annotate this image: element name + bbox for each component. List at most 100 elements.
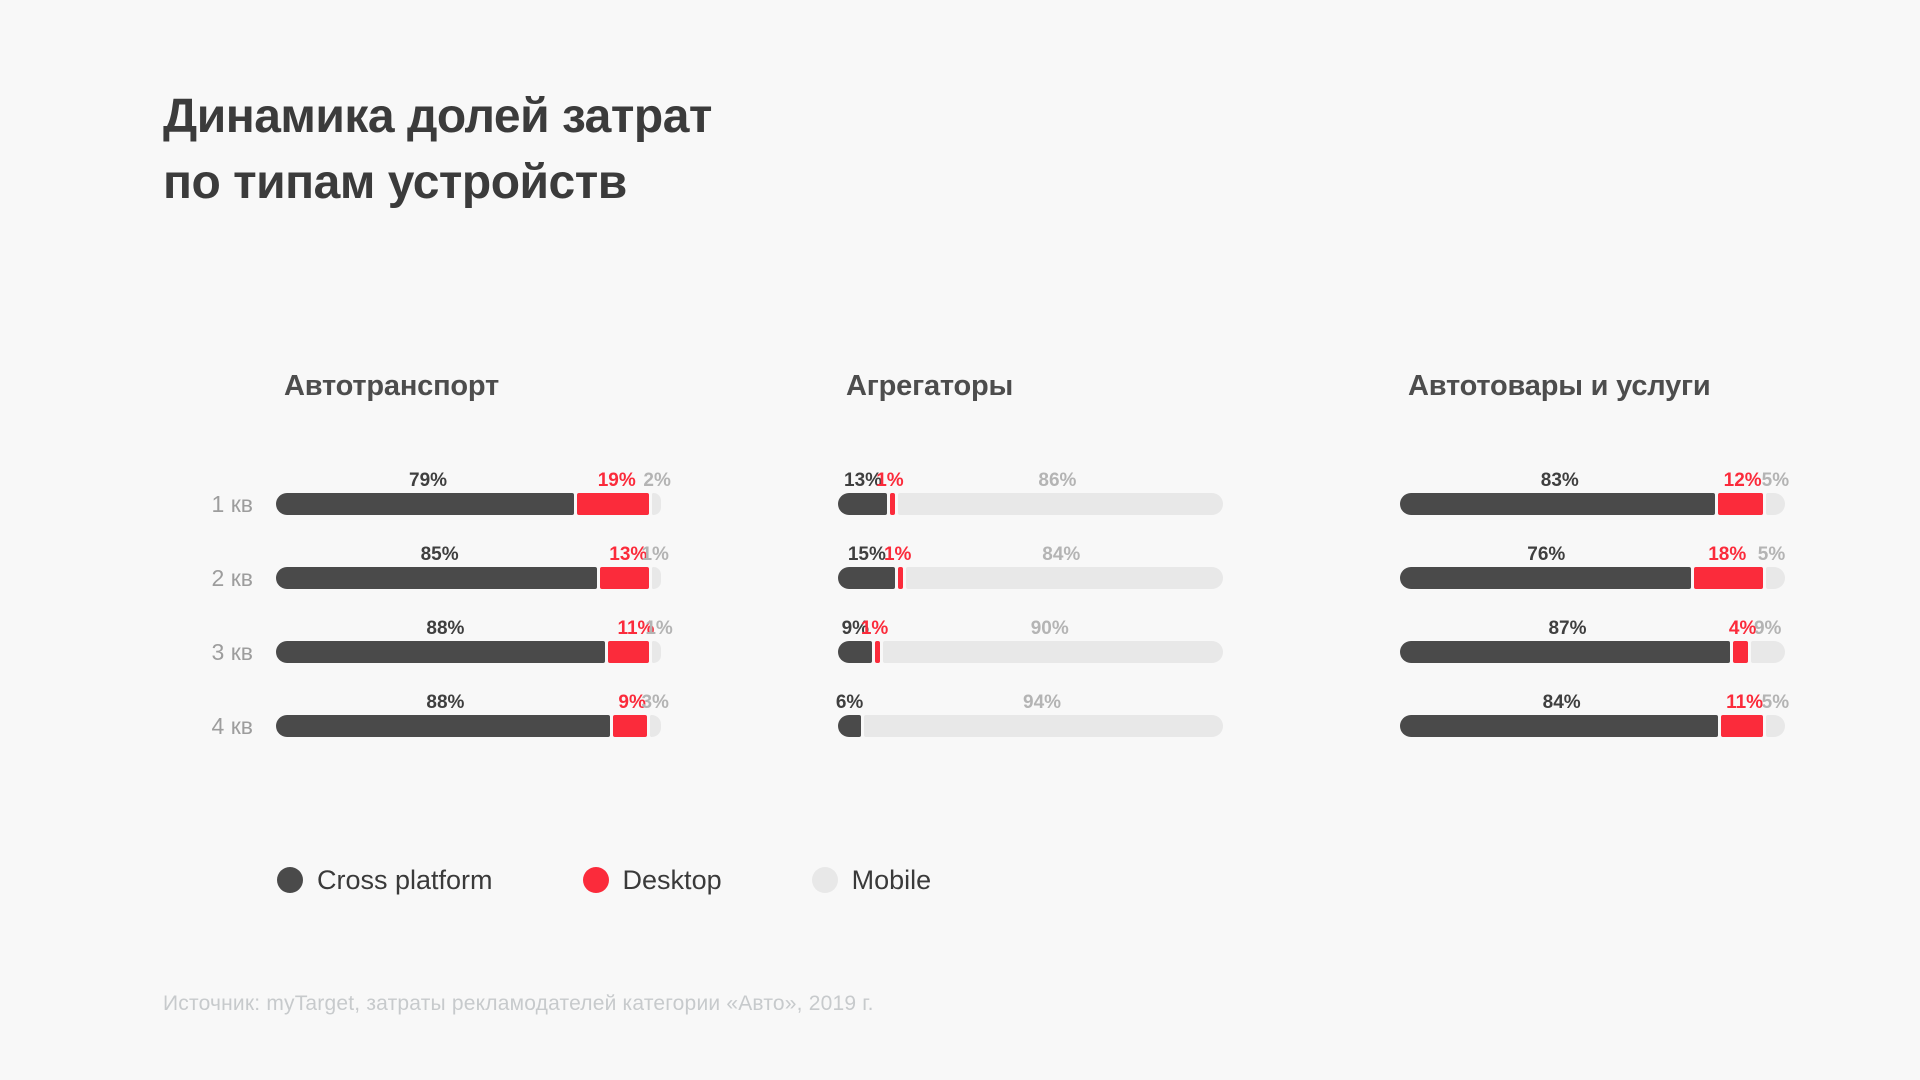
bar-segment-cross	[1400, 641, 1730, 663]
stacked-bar-track	[1400, 493, 1785, 515]
bar-row: 6% 94%	[835, 691, 1223, 737]
legend-item-desktop: Desktop	[582, 865, 722, 895]
value-label-desktop: 13%	[609, 544, 648, 565]
bar-segment-cross	[1400, 715, 1719, 737]
bar-segment-mobile	[1766, 493, 1785, 515]
bar-value-labels: 85% 13% 1%	[276, 543, 669, 567]
bar-segment-cross	[838, 493, 888, 515]
bar-segment-mobile	[883, 641, 1223, 663]
value-label-desktop: 9%	[618, 692, 646, 713]
legend-label: Desktop	[622, 865, 722, 895]
value-label-cross: 87%	[1548, 618, 1587, 639]
value-label-cross: 88%	[426, 618, 465, 639]
value-label-desktop: 19%	[597, 470, 636, 491]
bar-row: 83% 12% 5%	[1400, 469, 1789, 515]
value-label-mobile: 94%	[1023, 692, 1062, 713]
value-label-cross: 85%	[420, 544, 459, 565]
value-label-mobile: 3%	[641, 692, 669, 713]
value-label-mobile: 5%	[1757, 544, 1786, 565]
bar-segment-mobile	[652, 493, 661, 515]
value-label-mobile: 1%	[645, 618, 673, 639]
bar-value-labels: 87% 4% 9%	[1400, 617, 1785, 641]
bar-value-labels: 76% 18% 5%	[1400, 543, 1785, 567]
stacked-bar-track	[276, 641, 661, 663]
value-label-mobile: 5%	[1761, 470, 1790, 491]
value-label-mobile: 84%	[1042, 544, 1081, 565]
legend-item-mobile: Mobile	[811, 865, 932, 895]
value-label-cross: 6%	[835, 692, 864, 713]
value-label-mobile: 2%	[643, 470, 671, 491]
value-label-mobile: 9%	[1753, 618, 1782, 639]
bar-segment-mobile	[649, 715, 661, 737]
value-label-cross: 83%	[1540, 470, 1579, 491]
bar-segment-cross	[838, 715, 861, 737]
bar-row: 4 кв 88% 9% 3%	[212, 691, 669, 738]
bar-segment-mobile	[905, 567, 1223, 589]
value-label-cross: 88%	[426, 692, 465, 713]
bar-segment-cross	[1400, 567, 1691, 589]
bar-segment-cross	[276, 493, 575, 515]
stacked-bar-track	[838, 567, 1223, 589]
bar-segment-cross	[838, 567, 895, 589]
value-label-desktop: 1%	[883, 544, 912, 565]
value-label-cross: 15%	[847, 544, 886, 565]
bar-segment-desktop	[599, 567, 649, 589]
bar-segment-cross	[1400, 493, 1715, 515]
page-title-line1: Динамика долей затрат	[163, 90, 712, 143]
bar-segment-mobile	[898, 493, 1223, 515]
stacked-bar-track	[1400, 715, 1785, 737]
bar-row: 3 кв 88% 11% 1%	[212, 617, 673, 664]
bar-segment-desktop	[890, 493, 896, 515]
value-label-cross: 76%	[1527, 544, 1566, 565]
value-label-desktop: 4%	[1728, 618, 1757, 639]
value-label-cross: 9%	[841, 618, 870, 639]
value-label-mobile: 86%	[1038, 470, 1077, 491]
quarter-label: 4 кв	[211, 713, 253, 739]
bar-segment-cross	[276, 567, 597, 589]
value-label-cross: 79%	[409, 470, 448, 491]
value-label-desktop: 11%	[617, 618, 655, 639]
bar-segment-cross	[276, 641, 605, 663]
source-note: Источник: myTarget, затраты рекламодател…	[163, 992, 874, 1015]
value-label-mobile: 90%	[1030, 618, 1069, 639]
bar-segment-desktop	[1721, 715, 1764, 737]
bar-row: 1 кв 79% 19% 2%	[212, 469, 671, 516]
bar-row: 87% 4% 9%	[1400, 617, 1785, 663]
value-label-desktop: 18%	[1708, 544, 1747, 565]
value-label-desktop: 1%	[860, 618, 889, 639]
page-title: Динамика долей затрат по типам устройств	[163, 84, 712, 216]
bar-segment-mobile	[1765, 567, 1785, 589]
value-label-desktop: 1%	[876, 470, 904, 491]
bar-value-labels: 9% 1% 90%	[838, 617, 1223, 641]
bar-segment-mobile	[1766, 715, 1785, 737]
stacked-bar-track	[838, 641, 1223, 663]
bar-segment-desktop	[612, 715, 647, 737]
bar-value-labels: 79% 19% 2%	[276, 469, 671, 493]
stacked-bar-track	[276, 715, 661, 737]
legend-swatch-mobile-icon	[811, 867, 838, 893]
bar-segment-mobile	[1750, 641, 1785, 663]
bar-segment-desktop	[607, 641, 649, 663]
page-title-line2: по типам устройств	[163, 156, 627, 209]
stacked-bar-track	[1400, 641, 1785, 663]
bar-row: 2 кв 85% 13% 1%	[212, 543, 669, 590]
bar-row: 9% 1% 90%	[838, 617, 1223, 663]
stacked-bar-track	[838, 493, 1223, 515]
value-label-desktop: 12%	[1723, 470, 1762, 491]
chart-group-3: Автотовары и услуги 83% 12% 5% 76% 18% 5% 87% 4%…	[1400, 370, 1789, 765]
stacked-bar-track	[838, 715, 1223, 737]
quarter-label: 2 кв	[211, 565, 253, 591]
legend-label: Cross platform	[317, 865, 493, 895]
bar-segment-cross	[838, 641, 872, 663]
bar-segment-mobile	[652, 641, 661, 663]
stacked-bar-track	[276, 493, 661, 515]
bar-segment-desktop	[897, 567, 903, 589]
bar-value-labels: 13% 1% 86%	[838, 469, 1223, 493]
legend-label: Mobile	[851, 865, 932, 895]
value-label-cross: 13%	[844, 470, 883, 491]
legend-swatch-cross-icon	[277, 867, 303, 893]
bar-segment-desktop	[875, 641, 880, 663]
bar-segment-desktop	[577, 493, 649, 515]
stacked-bar-track	[1400, 567, 1785, 589]
